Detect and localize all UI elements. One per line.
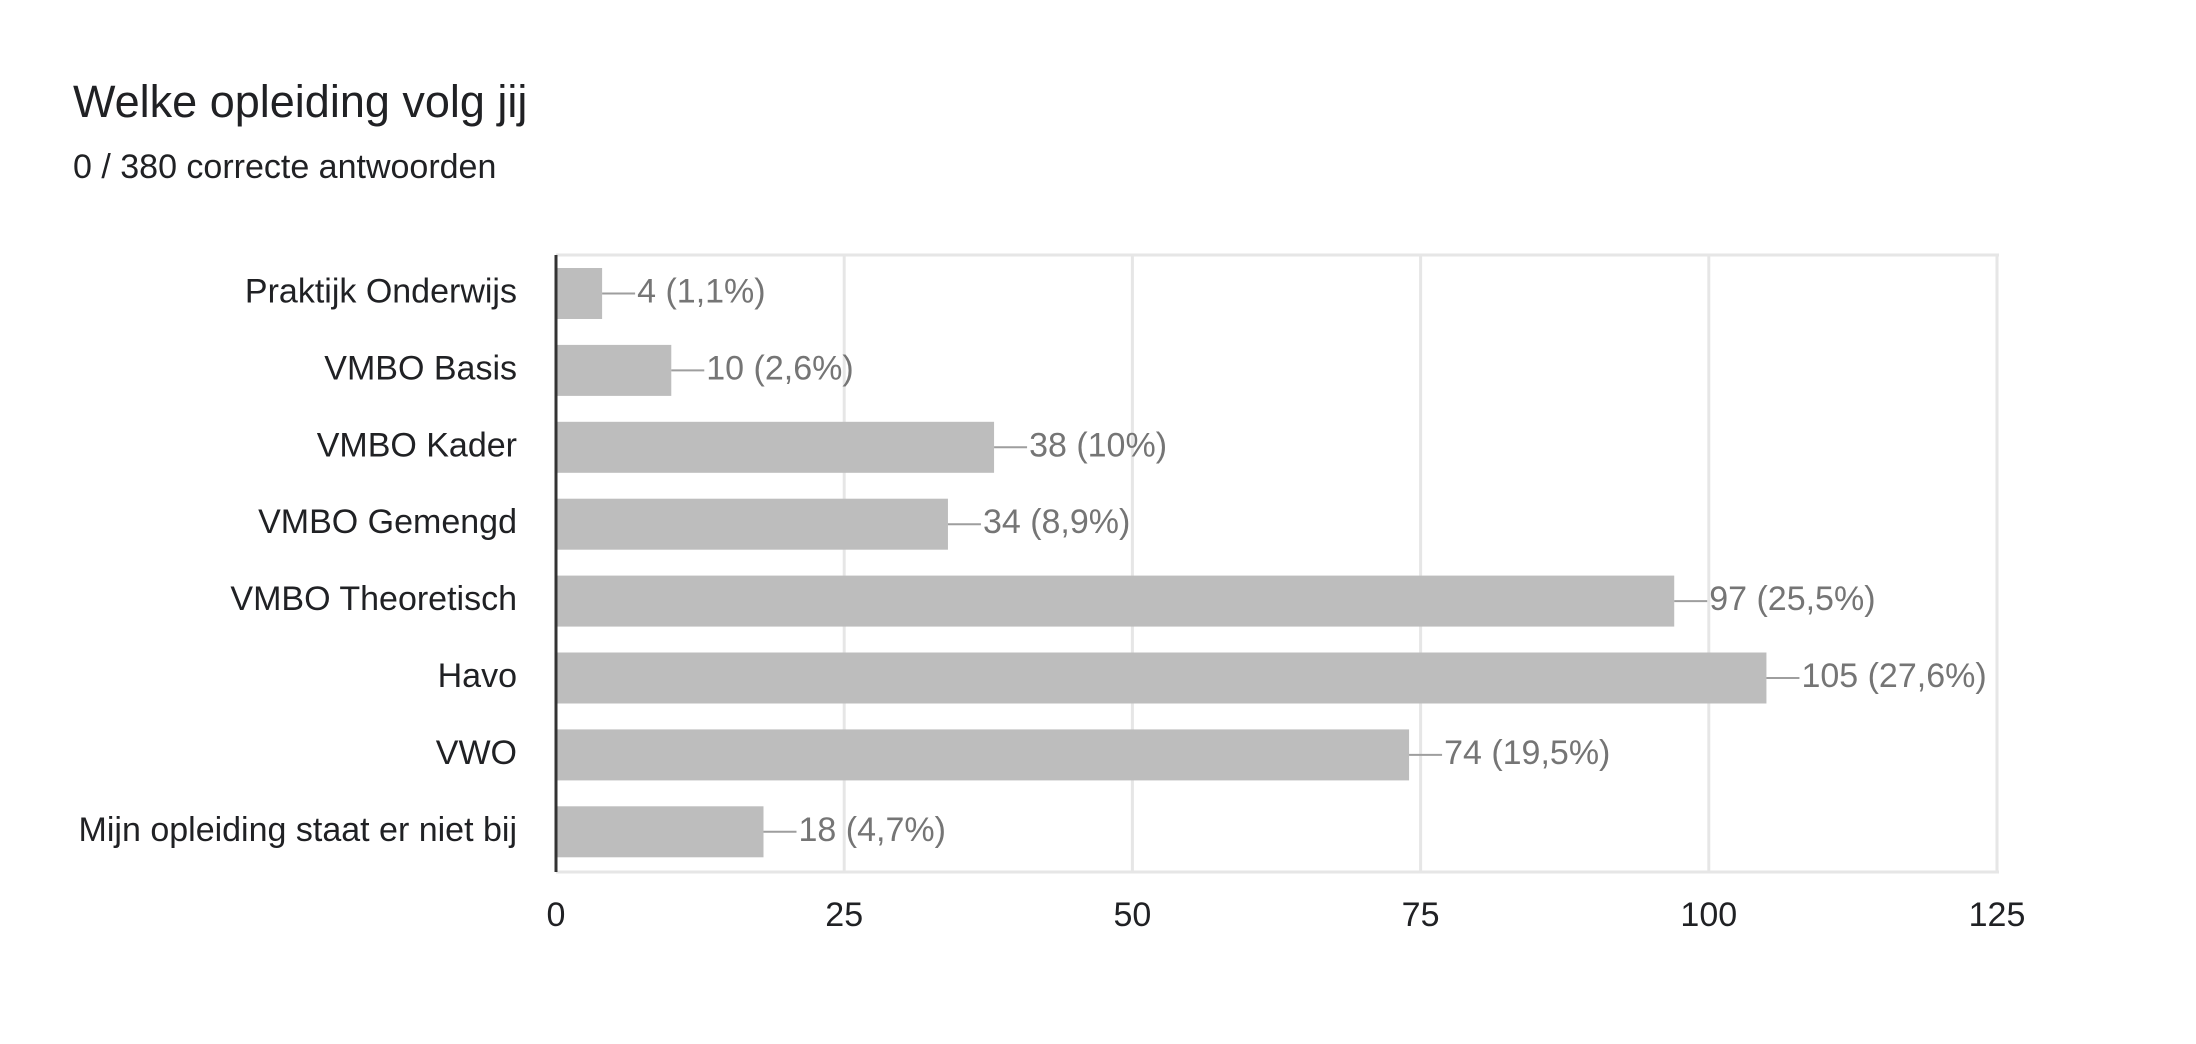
bar — [556, 344, 672, 396]
category-label: Mijn opleiding staat er niet bij — [79, 811, 517, 849]
category-label: Havo — [438, 657, 517, 695]
data-label: 74 (19,5%) — [1444, 734, 1610, 772]
bar — [556, 421, 995, 473]
data-label: 38 (10%) — [1029, 426, 1167, 464]
x-tick-label: 25 — [825, 896, 863, 934]
data-label: 105 (27,6%) — [1801, 657, 1986, 695]
bar — [556, 498, 948, 550]
x-tick-label: 125 — [1969, 896, 2026, 934]
bar — [556, 652, 1767, 704]
category-label: Praktijk Onderwijs — [245, 272, 517, 310]
data-label: 10 (2,6%) — [706, 349, 853, 387]
category-label: VMBO Theoretisch — [230, 580, 517, 618]
bar — [556, 729, 1410, 781]
bar-layer — [556, 268, 1767, 858]
data-label: 18 (4,7%) — [799, 811, 946, 849]
x-tick-label: 100 — [1680, 896, 1737, 934]
x-tick-label: 75 — [1402, 896, 1440, 934]
label-layer: 0 25 50 75 100 125 Praktijk Onderwijs 4 (1,1%) V… — [79, 272, 2026, 934]
bar — [556, 806, 764, 858]
data-label: 4 (1,1%) — [637, 272, 766, 310]
category-label: VMBO Kader — [317, 426, 517, 464]
bar — [556, 268, 603, 319]
category-label: VMBO Gemengd — [258, 503, 517, 541]
x-tick-label: 0 — [547, 896, 566, 934]
data-label: 34 (8,9%) — [983, 503, 1130, 541]
category-label: VMBO Basis — [324, 349, 517, 387]
category-label: VWO — [436, 734, 517, 772]
bar — [556, 575, 1675, 627]
x-tick-label: 50 — [1113, 896, 1151, 934]
chart-title: Welke opleiding volg jij — [73, 76, 528, 127]
data-label: 97 (25,5%) — [1709, 580, 1875, 618]
chart-subtitle: 0 / 380 correcte antwoorden — [73, 148, 497, 186]
